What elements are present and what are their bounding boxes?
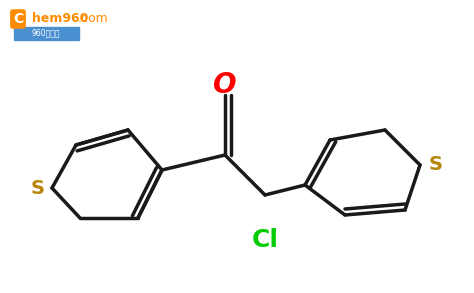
Text: S: S: [31, 178, 45, 197]
Text: S: S: [429, 156, 443, 175]
Text: .com: .com: [78, 12, 109, 25]
Text: C: C: [13, 12, 23, 26]
Text: O: O: [213, 71, 237, 99]
Text: Cl: Cl: [252, 228, 279, 252]
Bar: [14, 27, 79, 40]
Text: hem960: hem960: [32, 12, 88, 25]
Text: 960化工网: 960化工网: [32, 28, 60, 37]
